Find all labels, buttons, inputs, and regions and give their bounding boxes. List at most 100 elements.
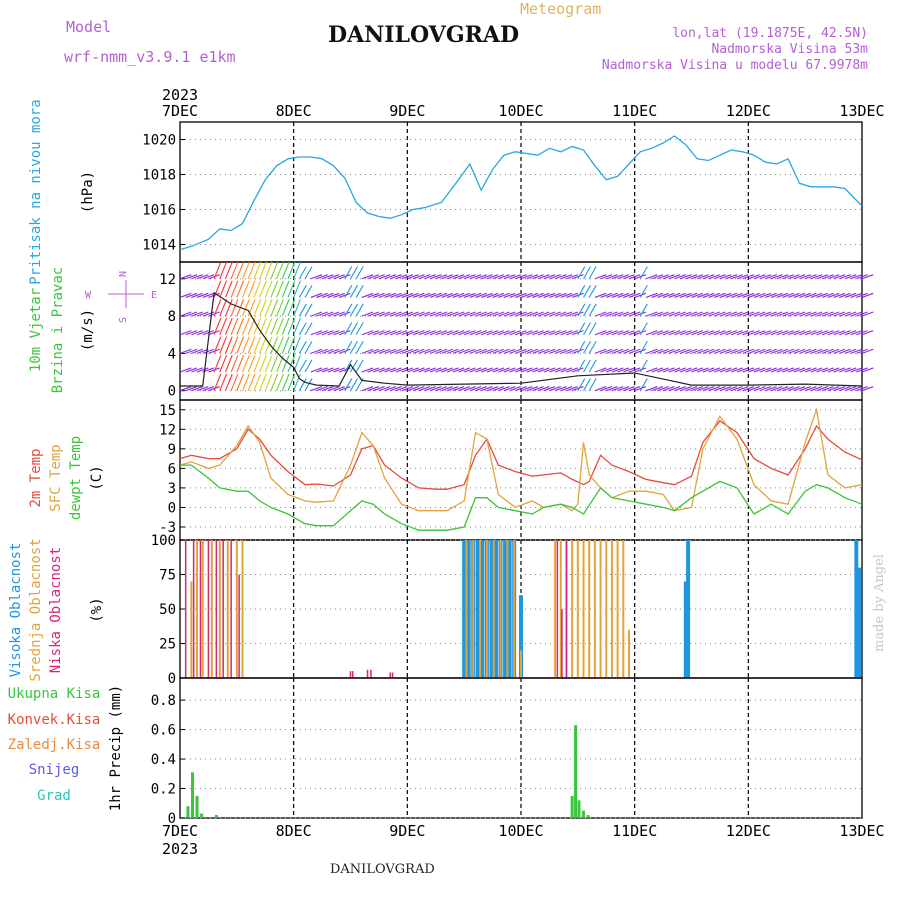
wind-barb xyxy=(355,303,364,317)
pressure-axis-label: Pritisak na nivou mora xyxy=(28,99,44,284)
wind-barb xyxy=(367,367,380,373)
wind-barb xyxy=(793,311,806,317)
wind-barb xyxy=(321,330,334,336)
wind-barb xyxy=(435,311,448,317)
wind-barb xyxy=(674,274,686,280)
precip-unit-label: 1hr Precip (mm) xyxy=(108,685,124,811)
wind-barb xyxy=(429,348,442,354)
precip-y-tick-label: 0.4 xyxy=(151,752,176,768)
wind-barb xyxy=(765,330,777,336)
wind-barb xyxy=(634,311,647,317)
wind-barb xyxy=(361,292,374,298)
wind-barb xyxy=(526,311,539,317)
cloud-high-label: Visoka Oblacnost xyxy=(8,543,24,678)
wind-barb xyxy=(384,348,397,354)
wind-barb xyxy=(804,330,817,336)
wind-barb xyxy=(384,367,397,373)
wind-barb xyxy=(731,386,743,392)
wind-barb xyxy=(407,367,419,373)
wind-barb xyxy=(543,274,556,280)
wind-barb xyxy=(281,299,290,317)
wind-barb xyxy=(475,386,487,392)
wind-barb xyxy=(583,359,591,373)
wind-barb xyxy=(856,386,868,392)
wind-barb xyxy=(390,348,402,354)
wind-barb xyxy=(532,386,544,392)
wind-barb xyxy=(674,311,686,317)
wind-barb xyxy=(418,348,431,354)
wind-barb xyxy=(407,348,419,354)
wind-barb xyxy=(600,348,613,354)
wind-barb xyxy=(543,311,556,317)
wind-barb xyxy=(361,330,374,336)
temp-2m-label: 2m Temp xyxy=(28,448,44,507)
wind-barb xyxy=(810,274,823,280)
wind-barb xyxy=(668,386,681,392)
wind-barb xyxy=(588,266,597,280)
wind-barb xyxy=(594,311,607,317)
wind-barb xyxy=(645,367,658,373)
wind-barb xyxy=(759,367,772,373)
wind-barb xyxy=(481,367,493,373)
mid-cloud-bar xyxy=(593,540,596,678)
wind-barb xyxy=(634,330,647,336)
wind-barb xyxy=(236,355,245,373)
wind-barb xyxy=(708,367,721,373)
wind-barb xyxy=(714,386,726,392)
wind-barb xyxy=(679,311,692,317)
wind-barb xyxy=(537,274,550,280)
wind-barb xyxy=(236,373,245,391)
lonlat-text: lon,lat (19.1875E, 42.5N) xyxy=(672,26,868,41)
wind-y-tick-label: 8 xyxy=(168,309,176,325)
wind-barb xyxy=(463,311,476,317)
temp-dewpt-line xyxy=(180,464,863,531)
wind-barb xyxy=(577,359,586,373)
precip-legend-item: Ukupna Kisa xyxy=(8,686,101,702)
wind-barb xyxy=(594,348,607,354)
wind-barb xyxy=(373,386,385,392)
wind-barb xyxy=(242,355,250,373)
wind-barb xyxy=(281,355,290,373)
wind-barb xyxy=(224,355,233,373)
wind-barb xyxy=(367,386,380,392)
wind-barb xyxy=(481,292,493,298)
wind-barb xyxy=(651,386,664,392)
wind-barb xyxy=(270,317,279,335)
wind-barb xyxy=(287,280,296,298)
wind-barb xyxy=(310,367,323,373)
wind-barb xyxy=(645,386,658,392)
wind-barb xyxy=(759,311,772,317)
wind-barb xyxy=(281,280,290,298)
wind-barb xyxy=(736,330,749,336)
wind-barb xyxy=(367,330,380,336)
wind-barb xyxy=(606,386,618,392)
wind-barb xyxy=(657,274,669,280)
wind-barb xyxy=(412,386,425,392)
wind-barb xyxy=(770,330,783,336)
wind-barb xyxy=(407,386,419,392)
wind-barb xyxy=(651,348,664,354)
wind-barb xyxy=(765,292,777,298)
wind-barb xyxy=(179,292,192,298)
wind-barb xyxy=(793,274,806,280)
wind-barb xyxy=(844,386,857,392)
wind-barb xyxy=(208,367,220,373)
wind-barb xyxy=(395,292,408,298)
wind-barb xyxy=(748,274,760,280)
wind-barb xyxy=(469,311,482,317)
wind-barb xyxy=(583,378,591,391)
wind-barb xyxy=(338,348,351,354)
wind-barb xyxy=(856,292,868,298)
high-cloud-bar xyxy=(686,540,691,678)
wind-barb xyxy=(543,386,556,392)
wind-barb xyxy=(509,367,522,373)
wind-barb xyxy=(668,311,681,317)
wind-barb xyxy=(753,348,766,354)
wind-barb xyxy=(230,299,239,317)
wind-barb xyxy=(276,280,284,298)
wind-barb xyxy=(725,348,738,354)
wind-barb xyxy=(202,386,215,392)
mid-cloud-bar xyxy=(492,540,495,678)
wind-barb xyxy=(401,292,414,298)
wind-barb xyxy=(588,322,597,336)
